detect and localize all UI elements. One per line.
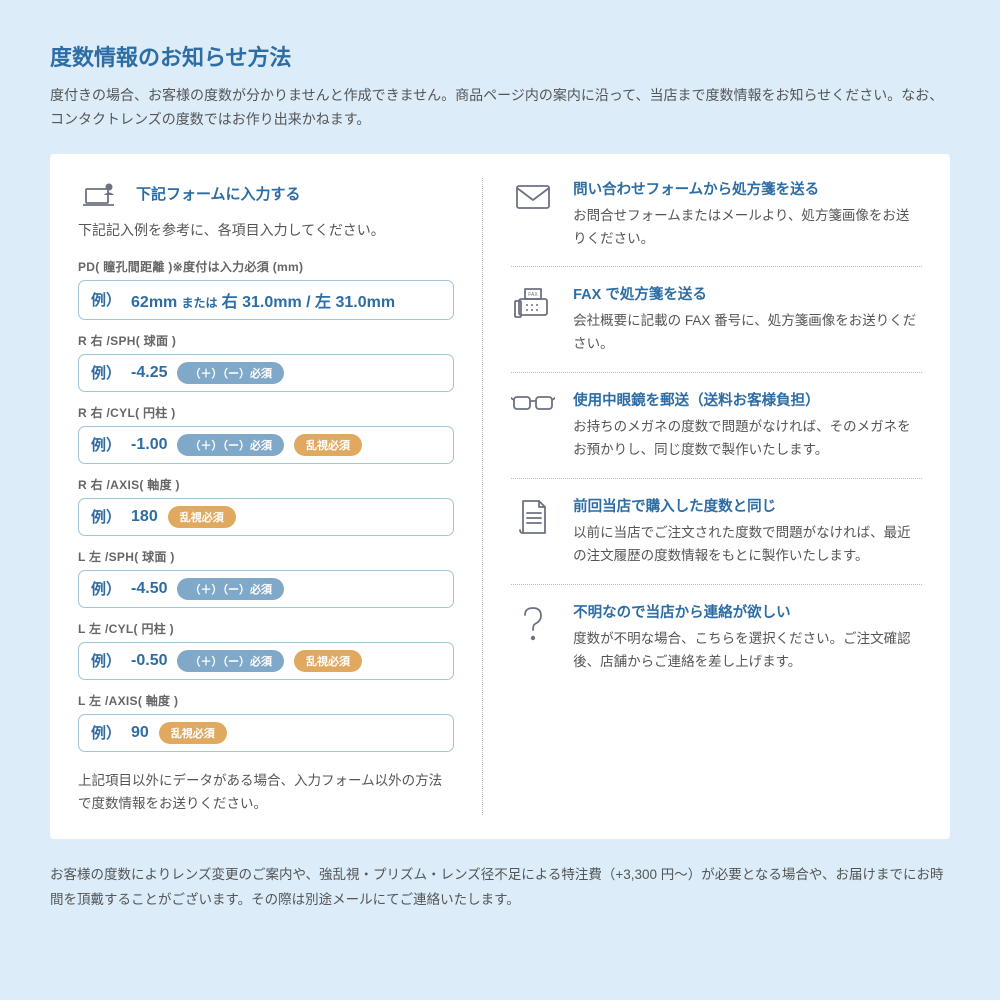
- method-description: お持ちのメガネの度数で問題がなければ、そのメガネをお預かりし、同じ度数で製作いた…: [573, 416, 922, 462]
- astigmatism-required-badge: 乱視必須: [294, 434, 362, 456]
- form-header: 下記フォームに入力する: [78, 178, 454, 210]
- field-label: L 左 /AXIS( 軸度 ): [78, 692, 454, 709]
- main-panel: 下記フォームに入力する 下記記入例を参考に、各項目入力してください。 PD( 瞳…: [50, 154, 950, 840]
- field-example-box: 例） -4.25 （＋）（ー）必須: [78, 354, 454, 392]
- required-sign-badge: （＋）（ー）必須: [177, 650, 284, 672]
- method-description: 会社概要に記載の FAX 番号に、処方箋画像をお送りください。: [573, 310, 922, 356]
- form-intro: 下記記入例を参考に、各項目入力してください。: [78, 220, 454, 240]
- method-item: 前回当店で購入した度数と同じ以前に当店でご注文された度数で問題がなければ、最近の…: [511, 479, 922, 585]
- field-label: L 左 /CYL( 円柱 ): [78, 620, 454, 637]
- astigmatism-required-badge: 乱視必須: [159, 722, 227, 744]
- glasses-icon: [511, 389, 555, 462]
- required-sign-badge: （＋）（ー）必須: [177, 362, 284, 384]
- example-prefix: 例）: [91, 289, 121, 310]
- method-text: FAX で処方箋を送る会社概要に記載の FAX 番号に、処方箋画像をお送りくださ…: [573, 283, 922, 356]
- svg-text:FAX: FAX: [528, 292, 538, 298]
- field-label: R 右 /CYL( 円柱 ): [78, 404, 454, 421]
- field-group: L 左 /SPH( 球面 ) 例） -4.50 （＋）（ー）必須: [78, 548, 454, 608]
- field-label: R 右 /SPH( 球面 ): [78, 332, 454, 349]
- method-item: 使用中眼鏡を郵送（送料お客様負担） お持ちのメガネの度数で問題がなければ、そのメガ…: [511, 373, 922, 479]
- field-label: L 左 /SPH( 球面 ): [78, 548, 454, 565]
- method-description: 度数が不明な場合、こちらを選択ください。ご注文確認後、店舗からご連絡を差し上げま…: [573, 628, 922, 674]
- form-title: 下記フォームに入力する: [136, 183, 301, 204]
- document-icon: [511, 495, 555, 568]
- astigmatism-required-badge: 乱視必須: [168, 506, 236, 528]
- required-sign-badge: （＋）（ー）必須: [177, 434, 284, 456]
- method-text: 使用中眼鏡を郵送（送料お客様負担） お持ちのメガネの度数で問題がなければ、そのメガ…: [573, 389, 922, 462]
- field-group: PD( 瞳孔間距離 )※度付は入力必須 (mm) 例） 62mm または 右 31.…: [78, 258, 454, 320]
- methods-column: 問い合わせフォームから処方箋を送るお問合せフォームまたはメールより、処方箋画像を…: [483, 178, 922, 816]
- example-prefix: 例）: [91, 506, 121, 527]
- field-example-box: 例） -1.00 （＋）（ー）必須乱視必須: [78, 426, 454, 464]
- example-value: 62mm または 右 31.0mm / 左 31.0mm: [131, 288, 395, 312]
- example-prefix: 例）: [91, 362, 121, 383]
- form-footer-note: 上記項目以外にデータがある場合、入力フォーム以外の方法で度数情報をお送りください…: [78, 770, 454, 816]
- method-text: 不明なので当店から連絡が欲しい度数が不明な場合、こちらを選択ください。ご注文確認…: [573, 601, 922, 674]
- method-description: お問合せフォームまたはメールより、処方箋画像をお送りください。: [573, 205, 922, 251]
- example-prefix: 例）: [91, 650, 121, 671]
- field-example-box: 例） -4.50 （＋）（ー）必須: [78, 570, 454, 608]
- astigmatism-required-badge: 乱視必須: [294, 650, 362, 672]
- example-prefix: 例）: [91, 578, 121, 599]
- example-value: -4.50: [131, 580, 167, 598]
- field-group: L 左 /CYL( 円柱 ) 例） -0.50 （＋）（ー）必須乱視必須: [78, 620, 454, 680]
- method-item: FAX FAX で処方箋を送る会社概要に記載の FAX 番号に、処方箋画像をお送り…: [511, 267, 922, 373]
- method-text: 前回当店で購入した度数と同じ以前に当店でご注文された度数で問題がなければ、最近の…: [573, 495, 922, 568]
- method-description: 以前に当店でご注文された度数で問題がなければ、最近の注文履歴の度数情報をもとに製…: [573, 522, 922, 568]
- page-description: 度付きの場合、お客様の度数が分かりませんと作成できません。商品ページ内の案内に沿…: [50, 84, 950, 132]
- example-value: -0.50: [131, 652, 167, 670]
- field-label: PD( 瞳孔間距離 )※度付は入力必須 (mm): [78, 258, 454, 275]
- example-value: -4.25: [131, 364, 167, 382]
- fields-container: PD( 瞳孔間距離 )※度付は入力必須 (mm) 例） 62mm または 右 31.…: [78, 258, 454, 752]
- fax-icon: FAX: [511, 283, 555, 356]
- question-icon: [511, 601, 555, 674]
- envelope-icon: [511, 178, 555, 251]
- method-title: FAX で処方箋を送る: [573, 283, 922, 304]
- method-title: 使用中眼鏡を郵送（送料お客様負担）: [573, 389, 922, 410]
- method-title: 不明なので当店から連絡が欲しい: [573, 601, 922, 622]
- field-group: R 右 /SPH( 球面 ) 例） -4.25 （＋）（ー）必須: [78, 332, 454, 392]
- method-text: 問い合わせフォームから処方箋を送るお問合せフォームまたはメールより、処方箋画像を…: [573, 178, 922, 251]
- method-item: 問い合わせフォームから処方箋を送るお問合せフォームまたはメールより、処方箋画像を…: [511, 178, 922, 268]
- example-prefix: 例）: [91, 722, 121, 743]
- field-example-box: 例） -0.50 （＋）（ー）必須乱視必須: [78, 642, 454, 680]
- required-sign-badge: （＋）（ー）必須: [177, 578, 284, 600]
- field-example-box: 例） 180 乱視必須: [78, 498, 454, 536]
- field-group: R 右 /CYL( 円柱 ) 例） -1.00 （＋）（ー）必須乱視必須: [78, 404, 454, 464]
- example-value: -1.00: [131, 436, 167, 454]
- field-example-box: 例） 90 乱視必須: [78, 714, 454, 752]
- form-column: 下記フォームに入力する 下記記入例を参考に、各項目入力してください。 PD( 瞳…: [78, 178, 483, 816]
- method-title: 問い合わせフォームから処方箋を送る: [573, 178, 922, 199]
- example-value: 180: [131, 508, 158, 526]
- field-label: R 右 /AXIS( 軸度 ): [78, 476, 454, 493]
- field-example-box: 例） 62mm または 右 31.0mm / 左 31.0mm: [78, 280, 454, 320]
- example-prefix: 例）: [91, 434, 121, 455]
- laptop-user-icon: [78, 178, 122, 210]
- field-group: R 右 /AXIS( 軸度 ) 例） 180 乱視必須: [78, 476, 454, 536]
- field-group: L 左 /AXIS( 軸度 ) 例） 90 乱視必須: [78, 692, 454, 752]
- method-item: 不明なので当店から連絡が欲しい度数が不明な場合、こちらを選択ください。ご注文確認…: [511, 585, 922, 674]
- page-title: 度数情報のお知らせ方法: [50, 40, 950, 72]
- method-title: 前回当店で購入した度数と同じ: [573, 495, 922, 516]
- example-value: 90: [131, 724, 149, 742]
- footer-note: お客様の度数によりレンズ変更のご案内や、強乱視・プリズム・レンズ径不足による特注…: [50, 863, 950, 912]
